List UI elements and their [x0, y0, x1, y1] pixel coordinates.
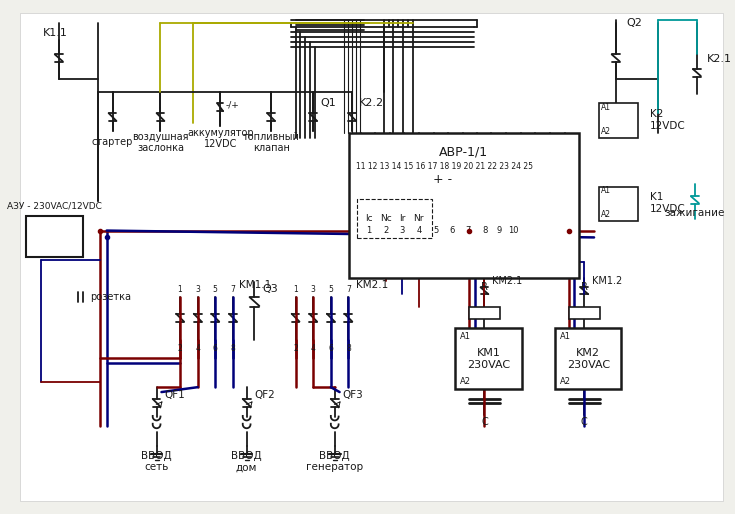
- Text: ВВОД
сеть: ВВОД сеть: [141, 451, 172, 472]
- Text: K2
12VDC: K2 12VDC: [650, 109, 686, 131]
- Text: 1: 1: [178, 285, 182, 294]
- Bar: [599, 103, 638, 138]
- Text: K1
12VDC: K1 12VDC: [650, 192, 686, 214]
- Text: зажигание: зажигание: [664, 208, 725, 218]
- Text: Q3: Q3: [262, 284, 278, 295]
- Text: A1: A1: [601, 186, 611, 195]
- Text: KM2.1: KM2.1: [356, 280, 389, 290]
- Text: 6: 6: [450, 226, 455, 235]
- Text: C: C: [481, 417, 488, 428]
- Text: Q1: Q1: [320, 98, 336, 108]
- Text: Ic: Ic: [365, 214, 373, 223]
- Text: K2.1: K2.1: [706, 54, 731, 64]
- Bar: [455, 328, 522, 389]
- Text: 2: 2: [383, 226, 388, 235]
- Text: топливный
клапан: топливный клапан: [243, 132, 300, 153]
- Text: розетка: розетка: [90, 292, 131, 302]
- Text: 1: 1: [366, 226, 372, 235]
- Text: R: R: [581, 282, 588, 292]
- Text: QF2: QF2: [254, 390, 275, 400]
- Text: Nr: Nr: [414, 214, 424, 223]
- Text: 3: 3: [311, 285, 315, 294]
- Bar: [26, 216, 83, 257]
- Text: A2: A2: [460, 377, 471, 386]
- Text: A2: A2: [560, 377, 571, 386]
- Text: 6: 6: [329, 343, 333, 353]
- Text: A2: A2: [601, 210, 611, 219]
- Text: Q2: Q2: [626, 18, 642, 28]
- Text: Ir: Ir: [399, 214, 406, 223]
- Text: 5: 5: [213, 285, 218, 294]
- Text: A2: A2: [601, 127, 611, 136]
- Bar: [349, 133, 579, 278]
- Text: АВР-1/1: АВР-1/1: [440, 146, 489, 159]
- Text: K2.2: K2.2: [359, 98, 384, 108]
- Text: 4: 4: [311, 343, 315, 353]
- Bar: [357, 199, 431, 238]
- Text: 5: 5: [434, 226, 439, 235]
- Text: C: C: [581, 417, 588, 428]
- Text: 8: 8: [346, 343, 351, 353]
- Bar: [469, 307, 500, 319]
- Text: R: R: [481, 282, 488, 292]
- Text: 7: 7: [465, 226, 470, 235]
- Text: 7: 7: [231, 285, 235, 294]
- Text: 2: 2: [293, 343, 298, 353]
- Text: 8: 8: [231, 343, 235, 353]
- Text: ВВОД
генератор: ВВОД генератор: [306, 451, 363, 472]
- Text: 6: 6: [213, 343, 218, 353]
- Text: 5: 5: [329, 285, 333, 294]
- Text: стартер: стартер: [92, 137, 133, 148]
- Text: Nc: Nc: [380, 214, 392, 223]
- Text: 3: 3: [400, 226, 405, 235]
- Bar: [599, 187, 638, 221]
- Text: KM2
230VAC: KM2 230VAC: [567, 348, 610, 370]
- Text: A1: A1: [460, 332, 471, 341]
- Text: -/+: -/+: [226, 101, 240, 110]
- Text: A1: A1: [560, 332, 571, 341]
- Text: QF1: QF1: [165, 390, 185, 400]
- Text: 7: 7: [346, 285, 351, 294]
- Text: A1: A1: [601, 103, 611, 112]
- Text: 9: 9: [497, 226, 502, 235]
- Text: 3: 3: [196, 285, 200, 294]
- Text: аккумулятор
12VDC: аккумулятор 12VDC: [187, 128, 254, 150]
- Text: 11 12 13 14 15 16 17 18 19 20 21 22 23 24 25: 11 12 13 14 15 16 17 18 19 20 21 22 23 2…: [356, 162, 533, 172]
- Text: K1.1: K1.1: [43, 28, 68, 38]
- Bar: [555, 328, 622, 389]
- Text: + -: + -: [433, 173, 452, 186]
- Text: KM1.1: KM1.1: [239, 280, 271, 290]
- Text: QF3: QF3: [343, 390, 363, 400]
- Text: воздушная
заслонка: воздушная заслонка: [132, 132, 189, 153]
- Text: АЗУ - 230VAC/12VDC: АЗУ - 230VAC/12VDC: [7, 201, 102, 211]
- Text: KM2.1: KM2.1: [492, 277, 523, 286]
- Text: 8: 8: [483, 226, 488, 235]
- Text: KM1.2: KM1.2: [592, 277, 623, 286]
- Text: 4: 4: [416, 226, 421, 235]
- Text: 2: 2: [178, 343, 182, 353]
- Text: 1: 1: [293, 285, 298, 294]
- Text: ВВОД
дом: ВВОД дом: [232, 451, 262, 472]
- Text: 4: 4: [196, 343, 200, 353]
- Text: 10: 10: [509, 226, 519, 235]
- Text: KM1
230VAC: KM1 230VAC: [467, 348, 510, 370]
- Bar: [569, 307, 600, 319]
